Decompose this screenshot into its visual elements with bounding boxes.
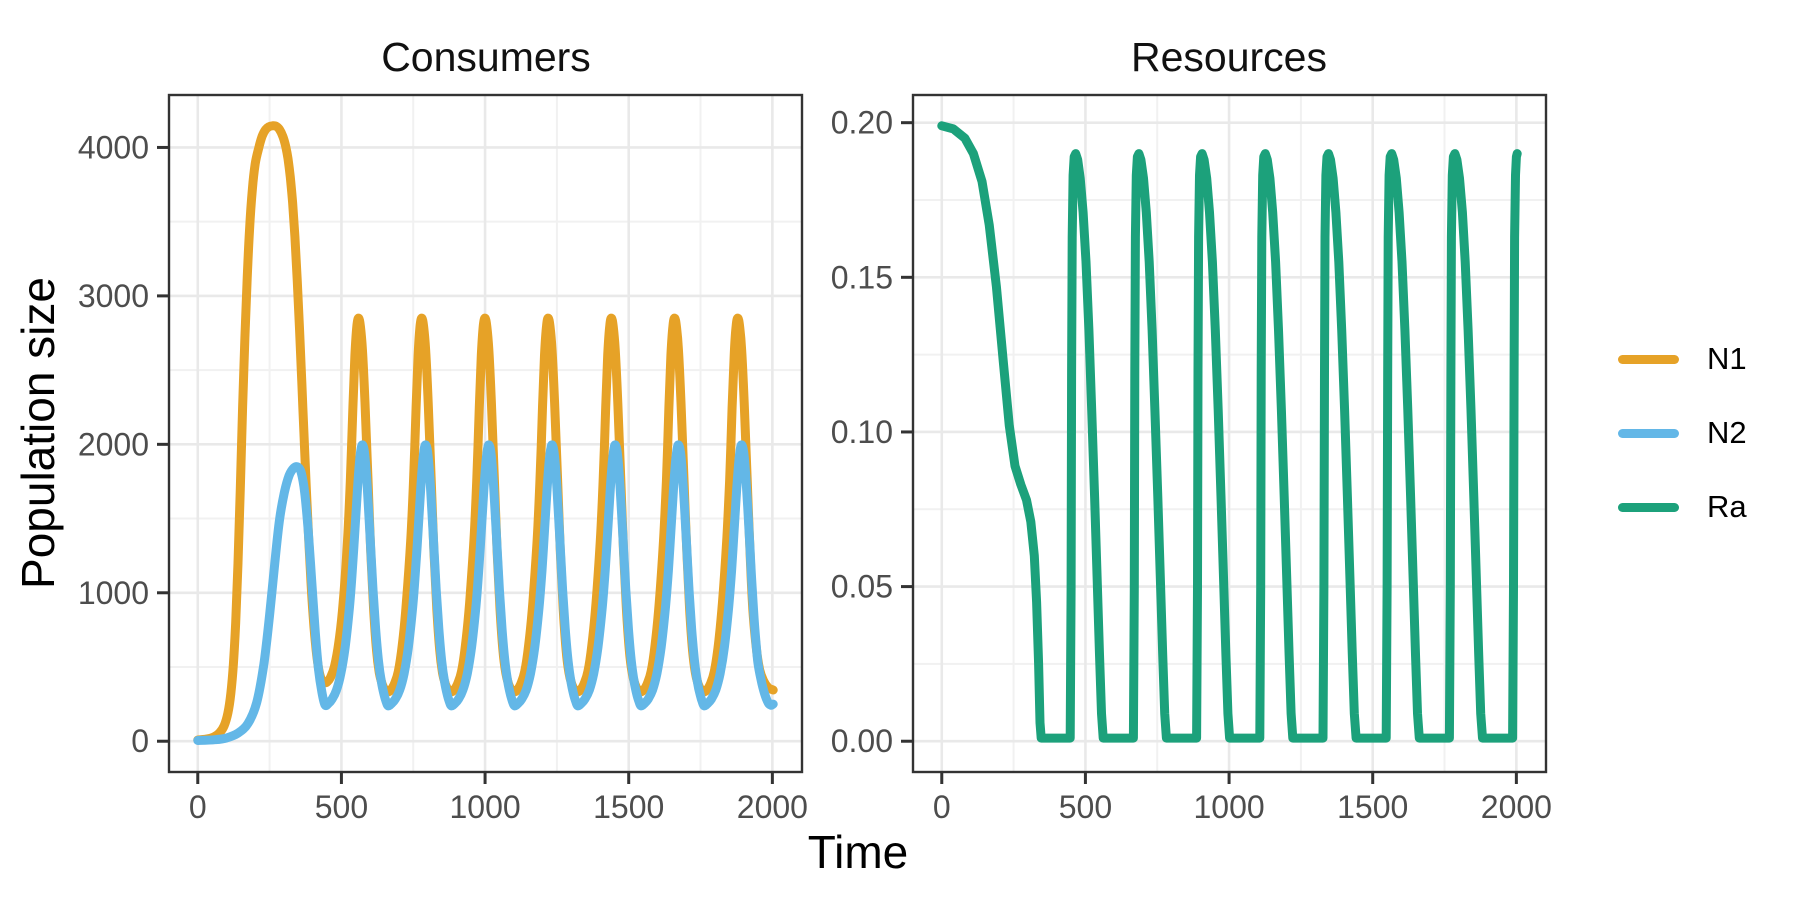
legend-label-ra: Ra (1707, 489, 1747, 524)
x-tick-label: 0 (933, 789, 951, 825)
x-tick-label: 1500 (1337, 789, 1408, 825)
y-tick-label: 0.20 (831, 105, 893, 141)
x-tick-label: 1000 (449, 789, 520, 825)
y-tick-label: 0.05 (831, 569, 893, 605)
x-tick-label: 2000 (1481, 789, 1552, 825)
y-tick-label: 0 (131, 723, 149, 759)
y-tick-label: 2000 (78, 426, 149, 462)
panel-title-consumers: Consumers (381, 34, 591, 80)
x-tick-label: 2000 (737, 789, 808, 825)
legend-label-n2: N2 (1707, 415, 1747, 450)
legend-item-n1: N1 (1618, 322, 1747, 396)
x-tick-label: 0 (189, 789, 207, 825)
x-tick-label: 1000 (1193, 789, 1264, 825)
legend-key-n2-line (1618, 428, 1679, 438)
y-tick-label: 4000 (78, 129, 149, 165)
x-tick-label: 1500 (593, 789, 664, 825)
legend-label-n1: N1 (1707, 341, 1747, 376)
y-tick-label: 0.15 (831, 259, 893, 295)
panel-resources: 0 500 1000 1500 2000 0.00 0.05 0.10 0.15 0.20 (831, 93, 1552, 825)
legend-key-ra-line (1618, 502, 1679, 512)
series-n2-line (193, 440, 778, 745)
panel-title-resources: Resources (1131, 34, 1327, 80)
legend-item-n2: N2 (1618, 396, 1747, 470)
legend: N1 N2 Ra (1618, 322, 1747, 544)
series-ra-line (937, 121, 1522, 743)
x-tick-label: 500 (1059, 789, 1112, 825)
x-tick-label: 500 (315, 789, 368, 825)
series-n1-line (193, 121, 778, 745)
y-tick-label: 0.00 (831, 723, 893, 759)
y-tick-label: 3000 (78, 278, 149, 314)
legend-key-n1-line (1618, 354, 1679, 364)
y-axis-title: Population size (12, 277, 64, 589)
panel-consumers: 0 500 1000 1500 2000 0 1000 2000 3000 4000 (78, 93, 808, 825)
y-tick-label: 1000 (78, 575, 149, 611)
legend-item-ra: Ra (1618, 470, 1747, 544)
x-axis-title: Time (807, 826, 909, 878)
y-tick-label: 0.10 (831, 414, 893, 450)
